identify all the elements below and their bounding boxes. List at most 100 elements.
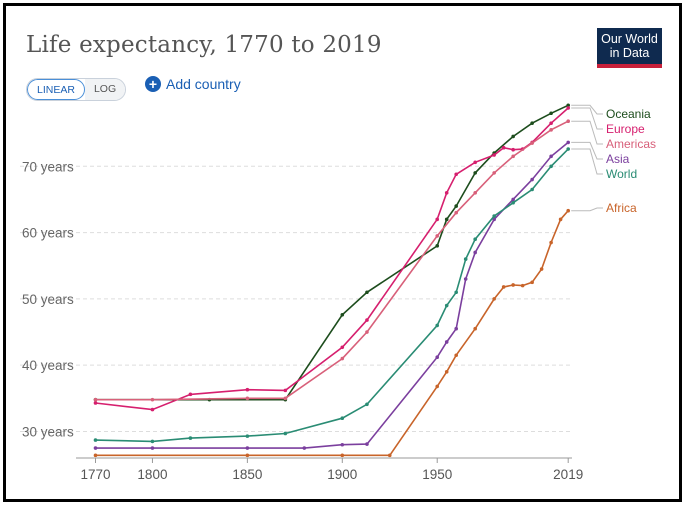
data-point: [549, 121, 553, 126]
data-point: [530, 177, 534, 182]
legend-connector: [571, 141, 603, 160]
scale-toggle: LINEAR LOG: [26, 78, 127, 101]
data-point: [566, 208, 571, 213]
data-point: [463, 277, 468, 281]
data-point: [530, 121, 534, 126]
add-country-label: Add country: [166, 76, 241, 92]
data-point: [245, 446, 250, 450]
data-point: [511, 134, 515, 139]
data-point: [435, 323, 440, 328]
data-point: [549, 164, 553, 169]
data-point: [93, 446, 98, 450]
data-point: [530, 187, 534, 192]
x-tick-label: 1950: [422, 467, 452, 482]
y-tick-label: 60 years: [22, 226, 74, 241]
data-point: [365, 330, 369, 334]
data-point: [454, 353, 458, 358]
data-point: [435, 244, 440, 248]
y-tick-label: 30 years: [22, 424, 74, 439]
legend-label-world: World: [606, 167, 637, 181]
data-point: [444, 191, 449, 195]
legend-label-asia: Asia: [606, 152, 630, 166]
data-point: [340, 416, 345, 421]
data-point: [549, 111, 553, 116]
data-point: [340, 313, 345, 317]
data-point: [93, 397, 98, 402]
data-point: [511, 200, 515, 205]
legend-connector: [571, 107, 603, 130]
legend-connector: [571, 120, 603, 145]
x-tick-label: 1850: [232, 467, 262, 482]
data-point: [454, 326, 458, 331]
y-tick-label: 70 years: [22, 159, 74, 174]
data-point: [365, 402, 369, 407]
data-point: [566, 147, 571, 151]
data-point: [549, 154, 553, 159]
data-point: [150, 439, 155, 444]
x-tick-label: 2019: [553, 467, 583, 482]
data-point: [365, 290, 369, 295]
data-point: [530, 141, 534, 145]
data-point: [566, 106, 571, 110]
x-tick-label: 1770: [80, 467, 110, 482]
data-point: [340, 453, 345, 458]
data-point: [435, 355, 440, 360]
data-point: [188, 436, 193, 440]
data-point: [245, 396, 250, 401]
data-point: [245, 453, 250, 458]
data-point: [454, 204, 458, 208]
data-point: [492, 171, 496, 175]
data-point: [539, 267, 544, 271]
data-point: [492, 297, 496, 301]
series-line-oceania: [95, 104, 569, 401]
data-point: [444, 340, 449, 344]
data-point: [566, 140, 571, 145]
log-scale-button[interactable]: LOG: [84, 79, 126, 100]
data-point: [501, 145, 506, 150]
data-point: [511, 154, 515, 159]
data-point: [473, 237, 477, 242]
data-point: [492, 217, 496, 222]
data-point: [365, 318, 369, 322]
data-point: [150, 397, 155, 402]
data-point: [530, 280, 534, 285]
data-point: [444, 370, 449, 374]
data-point: [473, 326, 477, 331]
add-country-button[interactable]: + Add country: [145, 76, 241, 92]
legend-label-africa: Africa: [606, 201, 637, 215]
data-point: [511, 147, 515, 152]
legend-connector: [571, 148, 603, 175]
data-point: [492, 153, 496, 157]
data-point: [302, 446, 307, 450]
linear-scale-button[interactable]: LINEAR: [27, 79, 85, 100]
data-point: [283, 388, 288, 393]
data-point: [283, 431, 288, 436]
data-point: [454, 172, 458, 177]
data-point: [435, 384, 440, 389]
data-point: [520, 283, 525, 288]
data-point: [473, 160, 477, 165]
data-point: [454, 290, 458, 295]
y-tick-label: 50 years: [22, 292, 74, 307]
y-tick-label: 40 years: [22, 358, 74, 373]
data-point: [463, 257, 468, 261]
series-line-africa: [95, 210, 569, 457]
plus-circle-icon: +: [145, 76, 161, 92]
data-point: [93, 438, 98, 442]
data-point: [93, 401, 98, 405]
data-point: [549, 240, 553, 245]
legend-connector: [571, 104, 603, 115]
data-point: [473, 191, 477, 195]
data-point: [444, 303, 449, 308]
series-line-asia: [95, 141, 569, 449]
owid-logo[interactable]: Our World in Data: [597, 28, 662, 68]
data-point: [340, 442, 345, 447]
data-point: [444, 217, 449, 222]
data-point: [93, 453, 98, 458]
logo-line-2: in Data: [609, 46, 650, 60]
data-point: [549, 128, 553, 132]
data-point: [435, 217, 440, 222]
legend-label-europe: Europe: [606, 122, 645, 136]
data-point: [492, 214, 496, 218]
